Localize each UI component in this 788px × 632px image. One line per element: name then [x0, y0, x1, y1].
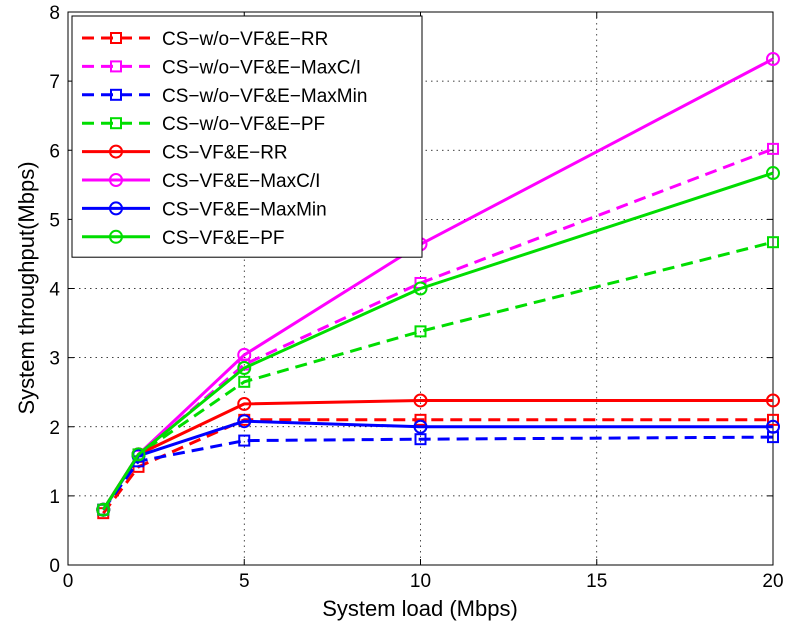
x-tick-label: 0 [63, 571, 74, 592]
data-point [238, 434, 251, 447]
y-tick-label: 5 [49, 210, 60, 231]
legend-label: CS−w/o−VF&E−MaxC/I [162, 57, 361, 78]
data-point [766, 52, 780, 67]
data-point [238, 375, 251, 388]
legend-label: CS−VF&E−RR [162, 143, 288, 164]
data-point [237, 347, 252, 362]
legend-item: CS−VF&E−MaxC/I [82, 171, 320, 192]
data-point [131, 447, 146, 462]
legend-swatch-marker [110, 60, 122, 73]
legend: CS−w/o−VF&E−RR CS−w/o−VF&E−MaxC/I CS−w/o−V… [71, 15, 423, 258]
axis-ticks: 0 5 10 15 20 0 1 2 3 4 5 6 7 8 [49, 3, 783, 592]
data-point [96, 502, 111, 517]
x-tick-label: 20 [762, 571, 783, 592]
data-point [767, 413, 779, 426]
legend-label: CS−w/o−VF&E−RR [162, 29, 328, 50]
x-tick-label: 10 [410, 571, 431, 592]
data-point [413, 281, 428, 296]
data-point [237, 360, 252, 375]
legend-swatch-marker [110, 88, 122, 101]
x-axis-title: System load (Mbps) [322, 596, 518, 621]
legend-swatch-marker [109, 229, 123, 244]
legend-swatch-marker [109, 201, 123, 216]
legend-item: CS−w/o−VF&E−RR [82, 29, 328, 50]
data-point [767, 142, 779, 155]
legend-item: CS−w/o−VF&E−MaxC/I [82, 57, 361, 78]
data-point [413, 419, 428, 434]
x-tick-label: 15 [586, 571, 607, 592]
legend-label: CS−VF&E−PF [162, 228, 285, 249]
y-tick-label: 8 [49, 3, 60, 24]
y-tick-label: 2 [49, 418, 60, 439]
y-axis-title: System throughput(Mbps) [14, 161, 39, 414]
y-tick-label: 1 [49, 487, 60, 508]
series-8 [96, 166, 780, 517]
legend-item: CS−w/o−VF&E−MaxMin [82, 86, 367, 107]
legend-label: CS−VF&E−MaxMin [162, 199, 327, 220]
y-tick-label: 7 [49, 72, 60, 93]
series-group [96, 52, 780, 520]
data-point [767, 236, 779, 249]
legend-swatch-marker [109, 144, 123, 159]
series-line [102, 435, 774, 511]
x-tick-label: 5 [239, 571, 250, 592]
legend-box [71, 15, 423, 258]
legend-swatch-marker [110, 117, 122, 130]
y-tick-label: 0 [49, 556, 60, 577]
legend-label: CS−w/o−VF&E−MaxMin [162, 86, 367, 107]
y-tick-label: 4 [49, 280, 60, 301]
data-point [766, 166, 780, 181]
legend-item: CS−VF&E−PF [82, 228, 285, 249]
legend-label: CS−VF&E−MaxC/I [162, 171, 320, 192]
legend-swatch-marker [109, 173, 123, 187]
data-point [766, 393, 780, 408]
data-point [414, 325, 427, 338]
data-point [237, 414, 252, 429]
legend-item: CS−VF&E−RR [82, 143, 288, 164]
y-tick-label: 6 [49, 141, 60, 162]
data-point [414, 433, 427, 446]
y-tick-label: 3 [49, 349, 60, 370]
legend-item: CS−VF&E−MaxMin [82, 199, 327, 220]
data-point [413, 393, 428, 408]
data-point [237, 396, 252, 411]
legend-label: CS−w/o−VF&E−PF [162, 114, 325, 135]
legend-item: CS−w/o−VF&E−PF [82, 114, 325, 135]
data-point [766, 419, 780, 434]
legend-swatch-marker [110, 32, 122, 44]
data-point [414, 413, 427, 426]
series-line [102, 171, 774, 511]
